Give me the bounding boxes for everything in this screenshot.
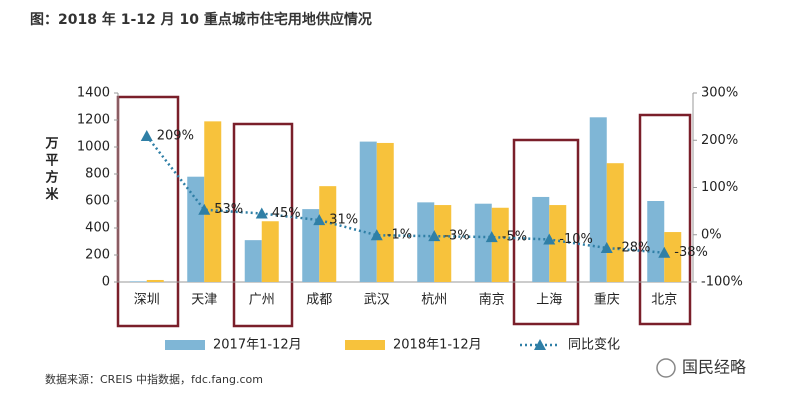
y2-tick-label: -100% xyxy=(701,275,743,290)
bar xyxy=(434,205,452,282)
legend-label: 2018年1-12月 xyxy=(393,338,482,353)
legend-swatch xyxy=(165,340,205,350)
legend-marker xyxy=(534,339,546,350)
data-label: 53% xyxy=(214,202,243,217)
watermark-icon xyxy=(656,358,676,378)
bar xyxy=(244,240,262,282)
bar xyxy=(146,279,164,282)
x-tick-label: 成都 xyxy=(306,293,332,308)
y-axis-label: 万平方米 xyxy=(43,136,60,204)
bar xyxy=(417,202,435,282)
data-label: 31% xyxy=(329,213,358,228)
data-label: -1% xyxy=(387,228,412,243)
bar xyxy=(491,207,509,282)
line-marker xyxy=(543,233,556,245)
bar xyxy=(474,203,492,282)
legend-label: 同比变化 xyxy=(568,337,620,353)
x-tick-label: 重庆 xyxy=(594,292,620,308)
bar xyxy=(129,281,147,282)
bar xyxy=(359,141,377,282)
line-marker xyxy=(140,129,153,141)
x-tick-label: 北京 xyxy=(651,293,677,308)
line-marker xyxy=(370,229,383,241)
y-tick-label: 600 xyxy=(85,194,110,209)
y2-tick-label: 0% xyxy=(701,227,722,242)
line-marker xyxy=(313,214,326,226)
line xyxy=(145,135,665,254)
bar xyxy=(647,201,665,282)
line-marker xyxy=(428,230,441,242)
line-marker xyxy=(255,207,268,219)
y-tick-label: 200 xyxy=(85,248,110,263)
x-tick-label: 天津 xyxy=(191,293,217,308)
y-tick-label: 1000 xyxy=(77,140,110,155)
bar xyxy=(589,117,607,282)
legend-swatch xyxy=(345,340,385,350)
y-tick-label: 800 xyxy=(85,167,110,182)
legend-label: 2017年1-12月 xyxy=(213,338,302,353)
highlight-boxes xyxy=(116,95,692,328)
y2-tick-label: 100% xyxy=(701,180,738,195)
x-tick-label: 杭州 xyxy=(421,293,447,308)
line-marker xyxy=(485,231,498,243)
bar xyxy=(204,121,222,282)
line-marker xyxy=(198,203,211,215)
y-tick-label: 0 xyxy=(102,275,110,290)
data-label: -10% xyxy=(559,232,593,247)
watermark: 国民经略 xyxy=(682,358,746,377)
chart-title: 图：2018 年 1-12 月 10 重点城市住宅用地供应情况 xyxy=(30,11,372,28)
bar xyxy=(302,209,320,282)
y-tick-label: 1200 xyxy=(77,113,110,128)
data-label: -38% xyxy=(674,245,708,260)
data-label: -5% xyxy=(502,230,527,245)
y-tick-label: 400 xyxy=(85,221,110,236)
highlight-box xyxy=(638,113,692,326)
bar xyxy=(261,221,279,282)
x-tick-label: 上海 xyxy=(536,293,562,308)
data-label: -3% xyxy=(444,229,469,244)
bar xyxy=(606,163,624,282)
bar xyxy=(532,196,550,282)
y2-tick-label: 200% xyxy=(701,133,738,148)
data-label: 45% xyxy=(272,206,301,221)
x-tick-label: 武汉 xyxy=(364,293,390,308)
line-marker xyxy=(600,241,613,253)
bar xyxy=(664,232,682,282)
data-label: -28% xyxy=(617,240,651,255)
x-tick-label: 南京 xyxy=(479,292,505,308)
x-tick-label: 广州 xyxy=(249,293,275,308)
x-tick-label: 深圳 xyxy=(134,293,160,308)
data-label: 209% xyxy=(157,128,194,143)
line-marker xyxy=(658,246,671,258)
y-tick-label: 1400 xyxy=(77,86,110,101)
bar xyxy=(549,205,567,282)
bar xyxy=(376,142,394,282)
source: 数据来源：CREIS 中指数据，fdc.fang.com xyxy=(45,372,263,386)
y2-tick-label: 300% xyxy=(701,86,738,101)
highlight-box xyxy=(512,138,580,326)
bar xyxy=(319,186,337,282)
highlight-box xyxy=(232,122,294,328)
